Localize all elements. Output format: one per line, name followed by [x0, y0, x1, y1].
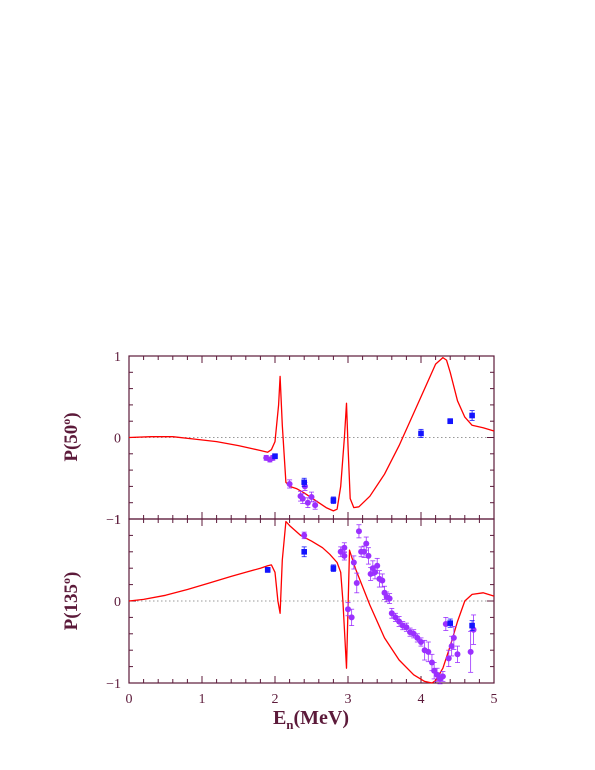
- data-point: [448, 643, 455, 650]
- data-point: [337, 548, 344, 555]
- data-square: [264, 567, 271, 573]
- data-point: [392, 614, 399, 621]
- x-tick-labels: 0 1 2 3 4 5: [126, 692, 498, 707]
- data-square: [469, 622, 475, 629]
- data-point: [286, 480, 293, 487]
- data-point: [388, 610, 395, 617]
- model-curve: [128, 520, 495, 684]
- data-point: [374, 562, 381, 569]
- data-square: [301, 479, 307, 486]
- x-axis-label: En(MeV): [273, 707, 349, 732]
- data-square: [447, 418, 453, 424]
- data-point: [372, 569, 379, 576]
- data-point: [454, 651, 461, 658]
- data-square: [418, 430, 424, 437]
- data-point: [301, 532, 308, 539]
- data-square: [301, 549, 307, 555]
- x-tick-label: 3: [345, 692, 352, 707]
- y-tick-label: 0: [114, 595, 121, 610]
- data-point: [308, 493, 315, 500]
- y-tick-label: 1: [114, 513, 121, 528]
- data-point: [355, 528, 362, 535]
- data-point: [439, 673, 446, 680]
- y-tick-label: −1: [106, 513, 121, 528]
- data-point: [425, 648, 432, 655]
- y-tick-label: 0: [114, 432, 121, 447]
- data-point: [341, 552, 348, 559]
- data-point: [304, 499, 311, 506]
- y-tick-label: −1: [106, 677, 121, 692]
- data-square: [330, 565, 337, 571]
- data-point: [467, 648, 474, 655]
- data-point: [414, 634, 421, 641]
- data-point: [403, 624, 410, 631]
- data-square: [469, 412, 475, 419]
- data-point: [365, 552, 372, 559]
- plot-bottom: −1 0 1: [106, 513, 495, 692]
- data-point: [299, 495, 306, 502]
- data-point: [450, 634, 457, 641]
- data-point: [396, 618, 403, 625]
- model-curve: [128, 356, 495, 512]
- data-point: [442, 620, 449, 627]
- data-point: [312, 502, 319, 509]
- y-axis-label-bottom: P(135o): [59, 572, 82, 631]
- x-tick-label: 0: [126, 692, 133, 707]
- x-tick-label: 4: [418, 692, 425, 707]
- data-point: [353, 579, 360, 586]
- plot-frame: [128, 518, 495, 684]
- data-point: [386, 595, 393, 602]
- data-point: [379, 577, 386, 584]
- y-axis-label-top: P(50o): [59, 412, 82, 461]
- plot-top: −1 0 1: [106, 350, 495, 528]
- data-square: [330, 497, 337, 504]
- data-point: [348, 614, 355, 621]
- data-point: [345, 606, 351, 613]
- data-point: [363, 540, 370, 547]
- x-tick-label: 5: [491, 692, 498, 707]
- data-point: [341, 544, 348, 551]
- x-tick-label: 1: [199, 692, 206, 707]
- data-point: [350, 559, 357, 566]
- data-point: [445, 655, 452, 662]
- data-square: [447, 620, 453, 626]
- data-square: [272, 453, 278, 460]
- data-point: [410, 630, 417, 637]
- x-tick-label: 2: [272, 692, 279, 707]
- y-tick-label: 1: [114, 350, 121, 365]
- data-point: [418, 639, 424, 645]
